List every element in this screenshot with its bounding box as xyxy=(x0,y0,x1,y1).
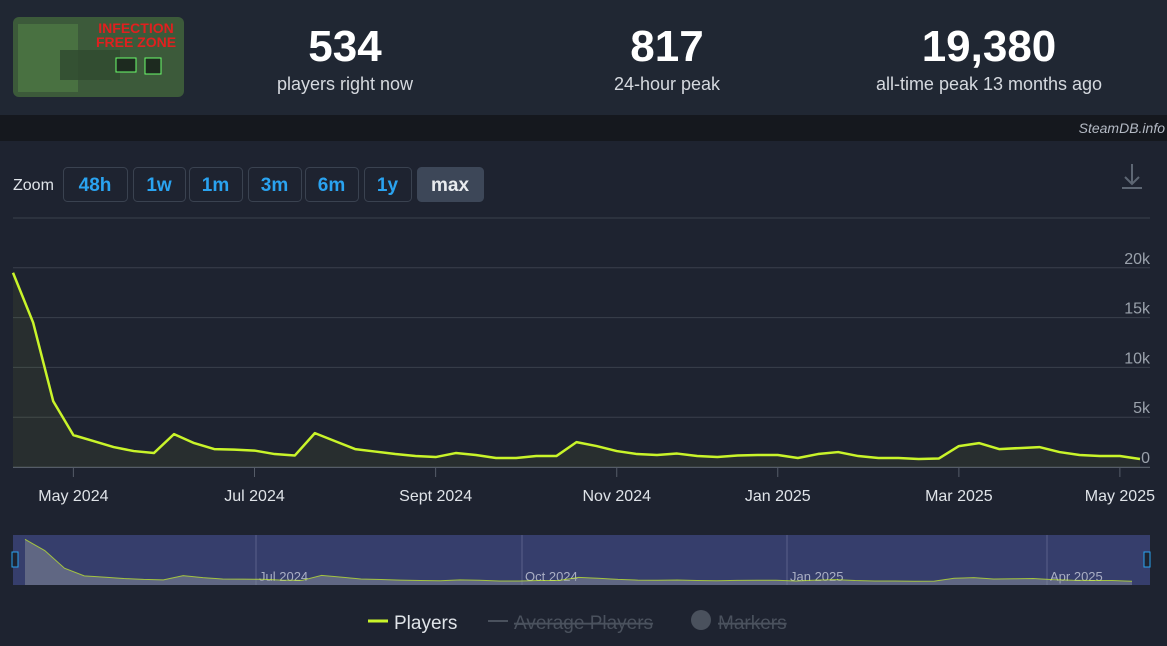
zoom-button-label[interactable]: 1m xyxy=(202,175,229,196)
y-tick-label: 20k xyxy=(1124,251,1151,268)
logo-text: INFECTION xyxy=(98,20,173,36)
x-tick-label: Mar 2025 xyxy=(925,488,993,505)
zoom-button-label[interactable]: 1y xyxy=(377,175,399,196)
logo-text: FREE ZONE xyxy=(96,34,176,50)
zoom-label: Zoom xyxy=(13,177,54,194)
legend-swatch xyxy=(691,610,711,630)
header-bar xyxy=(0,0,1167,115)
legend-label: Players xyxy=(394,613,457,634)
stat-label: players right now xyxy=(277,74,414,94)
legend-label: Average Players xyxy=(514,613,653,634)
x-tick-label: Nov 2024 xyxy=(583,488,652,505)
zoom-button-label[interactable]: 3m xyxy=(261,175,288,196)
zoom-button[interactable]: 48h xyxy=(63,167,128,202)
zoom-button-bg[interactable] xyxy=(133,167,186,202)
zoom-button-bg[interactable] xyxy=(63,167,128,202)
zoom-button[interactable]: 3m xyxy=(248,167,302,202)
legend-item[interactable]: Players xyxy=(368,613,457,634)
game-logo: INFECTION FREE ZONE xyxy=(13,17,184,97)
stat-value: 19,380 xyxy=(922,22,1057,71)
zoom-button-bg[interactable] xyxy=(305,167,359,202)
zoom-button-bg[interactable] xyxy=(417,167,484,202)
x-tick-label: May 2024 xyxy=(38,488,108,505)
navigator-handle[interactable] xyxy=(11,551,19,568)
zoom-button[interactable]: 1y xyxy=(364,167,412,202)
zoom-button-label[interactable]: max xyxy=(431,175,469,196)
navigator-handle[interactable] xyxy=(1143,551,1151,568)
zoom-button[interactable]: 1w xyxy=(133,167,186,202)
navigator-area xyxy=(25,539,1132,585)
zoom-button-bg[interactable] xyxy=(248,167,302,202)
navigator-bg xyxy=(13,535,1150,585)
y-tick-label: 10k xyxy=(1124,350,1151,367)
y-tick-label: 0 xyxy=(1141,450,1150,467)
legend-item-disabled[interactable]: Markers xyxy=(691,610,787,634)
stat-value: 817 xyxy=(630,22,703,71)
stat-value: 534 xyxy=(308,22,382,71)
x-tick-label: May 2025 xyxy=(1085,488,1155,505)
y-tick-label: 15k xyxy=(1124,301,1151,318)
navigator-line xyxy=(24,538,1133,582)
download-icon[interactable] xyxy=(1122,164,1142,189)
y-tick-label: 5k xyxy=(1133,400,1151,417)
zoom-button[interactable]: 6m xyxy=(305,167,359,202)
series-line xyxy=(11,272,1141,461)
source: SteamDB.info xyxy=(1079,120,1166,136)
stat-label: 24-hour peak xyxy=(614,74,721,94)
legend-item-disabled[interactable]: Average Players xyxy=(488,613,653,634)
zoom-button-label[interactable]: 1w xyxy=(146,175,172,196)
legend-label: Markers xyxy=(718,613,787,634)
zoom-button-label[interactable]: 48h xyxy=(79,175,112,196)
source-strip xyxy=(0,115,1167,141)
stat-label: all-time peak 13 months ago xyxy=(876,74,1102,94)
zoom-button-bg[interactable] xyxy=(364,167,412,202)
zoom-button-label[interactable]: 6m xyxy=(318,175,345,196)
x-tick-label: Jan 2025 xyxy=(745,488,811,505)
zoom-button-bg[interactable] xyxy=(189,167,243,202)
x-tick-label: Sept 2024 xyxy=(399,488,472,505)
x-tick-label: Jul 2024 xyxy=(224,488,285,505)
zoom-button[interactable]: max xyxy=(417,167,484,202)
zoom-button[interactable]: 1m xyxy=(189,167,243,202)
